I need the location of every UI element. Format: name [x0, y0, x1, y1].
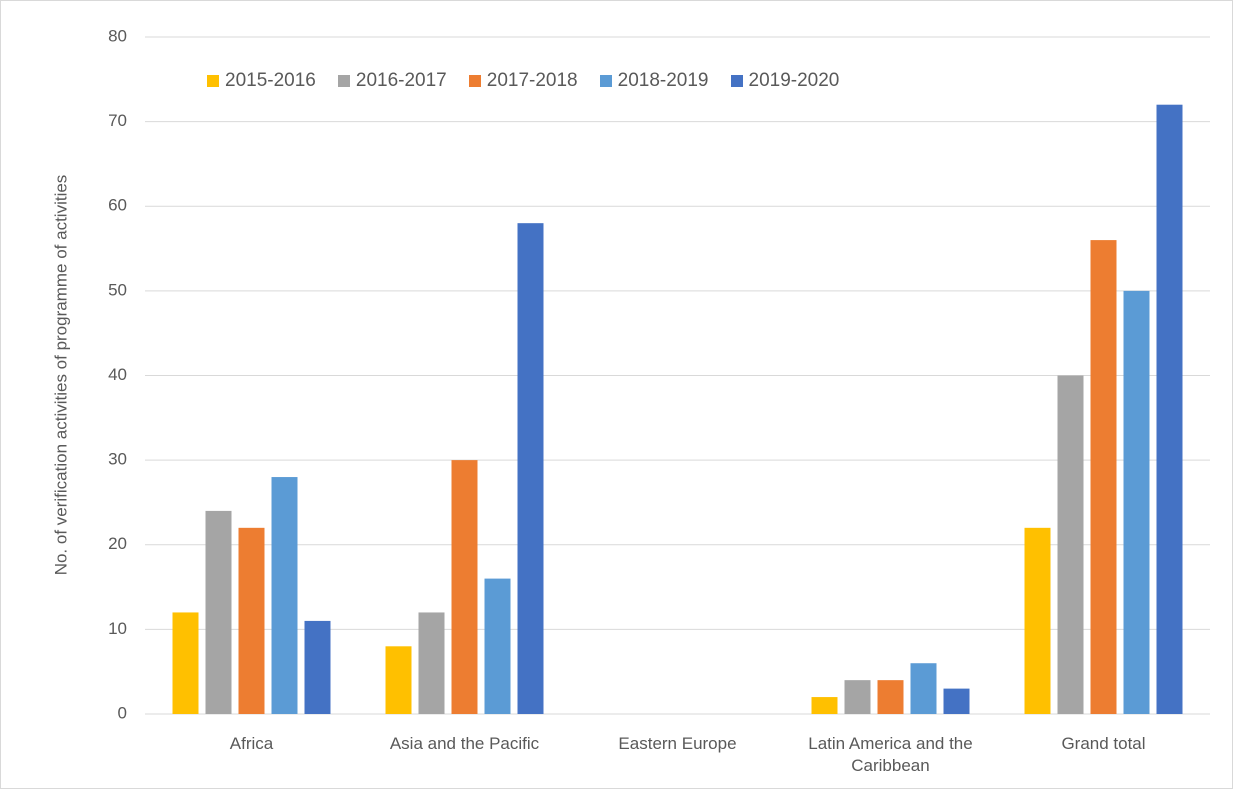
bar	[172, 612, 199, 714]
bar	[1123, 290, 1150, 714]
legend-label: 2018-2019	[617, 70, 709, 91]
y-tick-label: 80	[108, 26, 127, 45]
bar	[385, 646, 412, 714]
bar	[451, 460, 478, 714]
bar	[484, 578, 511, 714]
bar	[1156, 104, 1183, 714]
bar	[418, 612, 445, 714]
legend-item: 2016-2017	[337, 70, 447, 92]
y-tick-label: 60	[108, 196, 127, 215]
bar	[844, 680, 871, 714]
bar	[517, 223, 544, 715]
bar	[271, 477, 298, 714]
y-tick-label: 50	[108, 280, 127, 299]
legend-item: 2019-2020	[730, 70, 840, 92]
bar	[1090, 240, 1117, 714]
y-axis-title: No. of verification activities of progra…	[51, 175, 70, 576]
x-tick-label: Eastern Europe	[618, 734, 737, 753]
legend-swatch	[468, 75, 481, 87]
bar	[238, 527, 265, 714]
legend-item: 2017-2018	[468, 70, 578, 92]
legend-swatch	[599, 75, 612, 87]
legend-label: 2015-2016	[225, 70, 316, 91]
bar	[811, 697, 838, 714]
legend-label: 2019-2020	[748, 70, 840, 91]
bar	[877, 680, 904, 714]
legend-label: 2017-2018	[486, 70, 578, 91]
y-tick-label: 40	[108, 365, 127, 384]
y-tick-label: 10	[108, 619, 127, 638]
x-tick-label: Latin America and the Caribbean	[808, 734, 973, 775]
bar	[943, 688, 970, 714]
legend-item: 2018-2019	[599, 70, 709, 92]
y-tick-label: 70	[108, 111, 127, 130]
legend-swatch	[207, 75, 219, 87]
x-tick-label: Asia and the Pacific	[389, 734, 540, 753]
bar	[205, 510, 232, 714]
legend-swatch	[337, 75, 350, 87]
y-tick-label: 0	[118, 703, 127, 722]
bar	[304, 620, 331, 714]
legend-label: 2016-2017	[355, 70, 447, 91]
bar	[1024, 527, 1051, 714]
bar	[910, 663, 937, 714]
legend-swatch	[730, 75, 743, 87]
bar	[1057, 375, 1084, 714]
x-tick-label: Africa	[229, 734, 274, 753]
y-tick-label: 20	[108, 534, 127, 553]
x-tick-label: Grand total	[1061, 734, 1146, 753]
y-tick-label: 30	[108, 450, 127, 469]
legend-item: 2015-2016	[207, 70, 316, 92]
legend: 2015-2016 2016-2017 2017-2018 2018-2019 2019…	[207, 70, 839, 92]
